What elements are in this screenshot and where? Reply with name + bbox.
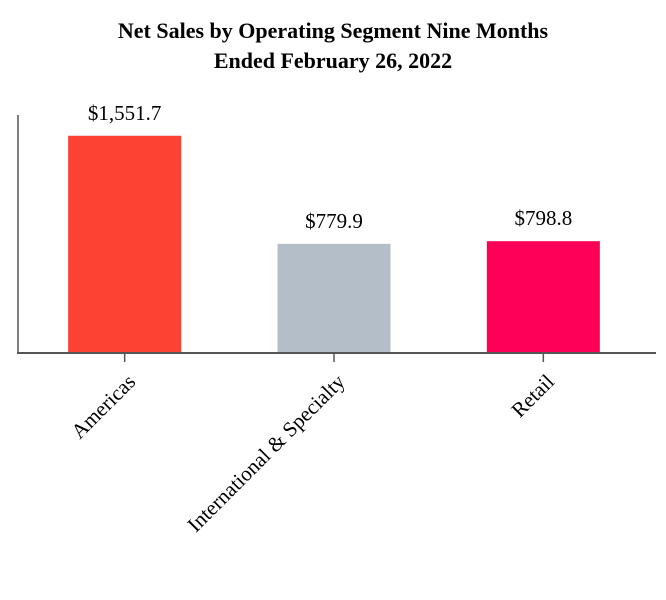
value-label: $798.8 bbox=[514, 206, 572, 230]
chart-title: Net Sales by Operating Segment Nine Mont… bbox=[117, 18, 549, 73]
x-tick-label: Americas bbox=[66, 370, 140, 444]
bar bbox=[68, 135, 182, 353]
value-label: $779.9 bbox=[305, 209, 363, 233]
value-label: $1,551.7 bbox=[88, 101, 162, 125]
bar bbox=[486, 241, 600, 353]
x-tick-label: Retail bbox=[506, 369, 559, 422]
bar bbox=[277, 243, 391, 353]
x-tick-label: International & Specialty bbox=[182, 369, 349, 536]
